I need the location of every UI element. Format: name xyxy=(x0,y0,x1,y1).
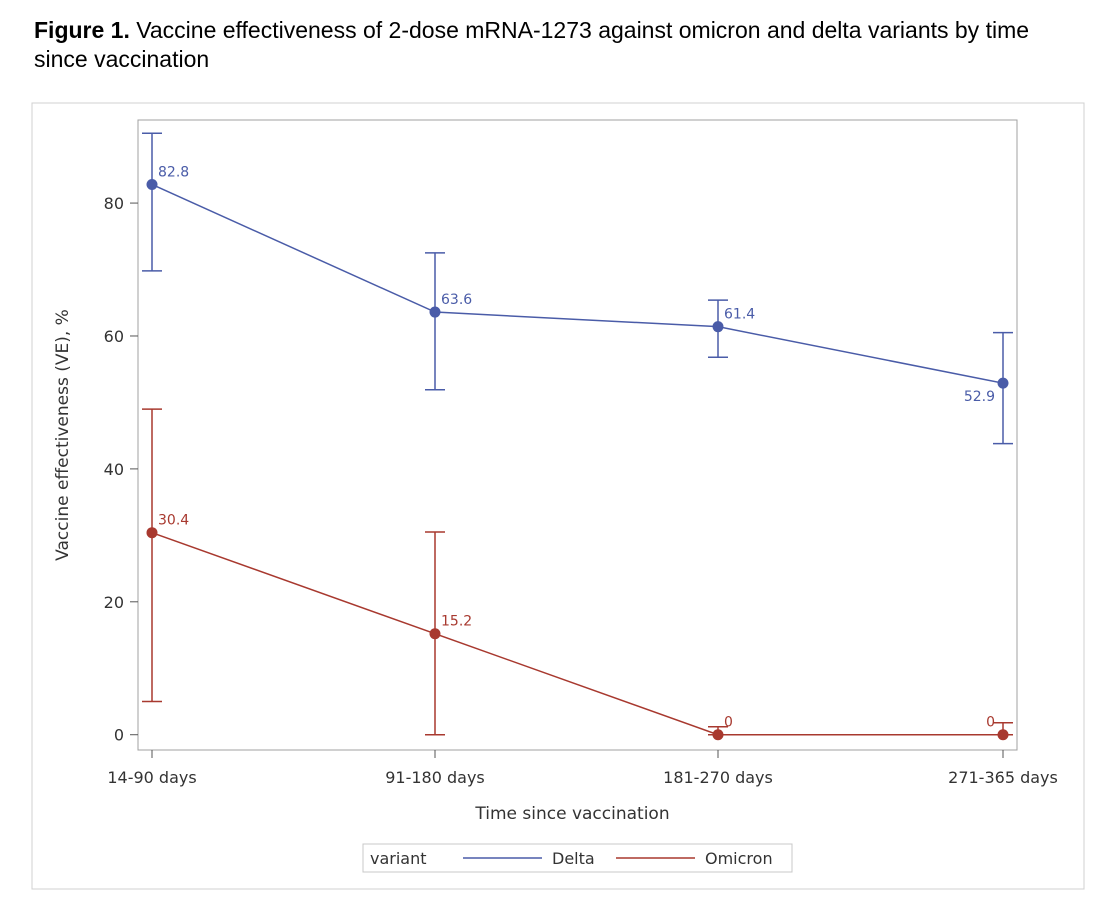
legend-omicron-label: Omicron xyxy=(705,849,773,868)
legend-box xyxy=(362,843,793,873)
y-tick-label: 20 xyxy=(104,593,124,612)
omicron-point xyxy=(146,527,158,539)
delta-point xyxy=(712,321,724,333)
figure-title: Vaccine effectiveness of 2-dose mRNA-127… xyxy=(34,17,1030,72)
delta-data-label: 61.4 xyxy=(724,307,755,323)
delta-point xyxy=(146,178,158,190)
delta-line xyxy=(151,183,1004,384)
legend-title: variant xyxy=(370,849,427,868)
x-tick-label: 91-180 days xyxy=(385,768,485,787)
x-tick-label: 271-365 days xyxy=(948,768,1058,787)
figure-label: Figure 1. xyxy=(34,17,130,43)
delta-point xyxy=(997,377,1009,389)
y-tick-label: 80 xyxy=(104,194,124,213)
delta-point xyxy=(429,306,441,318)
delta-data-label: 52.9 xyxy=(964,389,995,405)
plot-frame xyxy=(137,119,1018,751)
omicron-line xyxy=(151,531,1003,736)
y-axis-label: Vaccine effectiveness (VE), % xyxy=(53,309,73,561)
y-tick-label: 60 xyxy=(104,327,124,346)
omicron-data-label: 0 xyxy=(724,715,733,731)
omicron-data-label: 15.2 xyxy=(441,614,472,630)
x-tick-label: 181-270 days xyxy=(663,768,773,787)
y-tick-label: 0 xyxy=(114,726,124,745)
omicron-data-label: 0 xyxy=(986,715,995,731)
omicron-point xyxy=(429,628,441,640)
delta-data-label: 63.6 xyxy=(441,292,472,308)
figure-caption: Figure 1. Vaccine effectiveness of 2-dos… xyxy=(34,16,1074,74)
x-axis-label: Time since vaccination xyxy=(474,804,669,824)
delta-data-label: 82.8 xyxy=(158,164,189,180)
y-tick-label: 40 xyxy=(104,460,124,479)
outer-border xyxy=(31,102,1085,890)
legend-delta-label: Delta xyxy=(552,849,595,868)
omicron-point xyxy=(997,729,1009,741)
x-tick-label: 14-90 days xyxy=(107,768,196,787)
omicron-data-label: 30.4 xyxy=(158,513,189,529)
omicron-point xyxy=(712,729,724,741)
